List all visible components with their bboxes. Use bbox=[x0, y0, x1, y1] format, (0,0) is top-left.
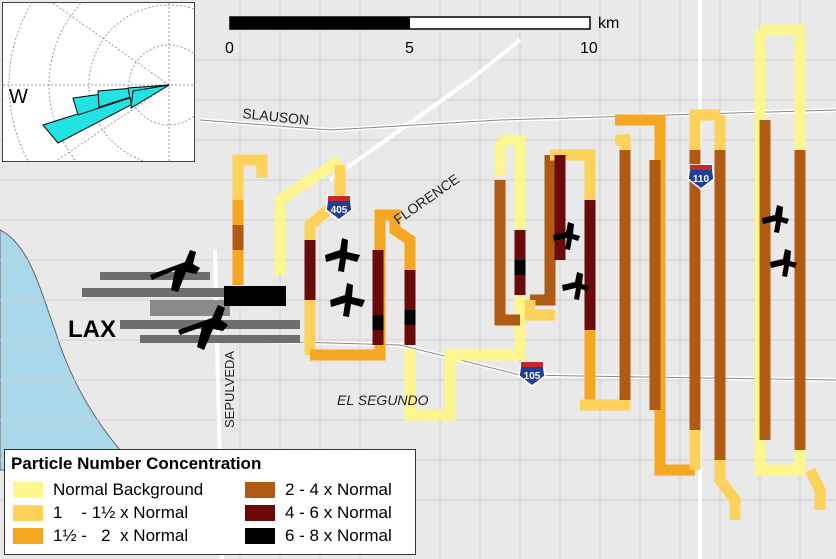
direction-west-label: W bbox=[9, 86, 28, 108]
airplane-icon bbox=[325, 238, 360, 272]
legend-item: Normal Background bbox=[13, 480, 203, 500]
legend-swatch bbox=[13, 482, 43, 498]
airplane-icon bbox=[330, 283, 365, 317]
shield-110-text: 110 bbox=[693, 174, 710, 185]
scale-unit: km bbox=[598, 15, 620, 32]
scale-tick-10: 10 bbox=[580, 40, 598, 57]
legend-item: 1 - 1½ x Normal bbox=[13, 503, 188, 523]
legend-swatch bbox=[245, 482, 275, 498]
shield-105-text: 105 bbox=[524, 371, 541, 382]
scale-bar bbox=[229, 16, 591, 30]
legend-item: 6 - 8 x Normal bbox=[245, 526, 392, 546]
wind-rose bbox=[3, 3, 194, 161]
label-slauson: SLAUSON bbox=[242, 105, 310, 128]
legend-item: 1½ - 2 x Normal bbox=[13, 526, 188, 546]
legend-swatch bbox=[245, 505, 275, 521]
airplane-icon bbox=[150, 250, 200, 292]
label-sepulveda: SEPULVEDA bbox=[222, 351, 237, 428]
highway-shield-110: 110 bbox=[687, 164, 715, 190]
scale-tick-5: 5 bbox=[405, 40, 414, 57]
legend-item: 4 - 6 x Normal bbox=[245, 503, 392, 523]
label-lax: LAX bbox=[68, 316, 116, 343]
legend-label: 1½ - 2 x Normal bbox=[53, 526, 189, 545]
airplane-icon bbox=[770, 249, 797, 277]
label-el-segundo: EL SEGUNDO bbox=[337, 392, 429, 408]
label-florence: FLORENCE bbox=[391, 171, 463, 228]
legend-label: 6 - 8 x Normal bbox=[285, 526, 392, 545]
ocean bbox=[0, 229, 131, 471]
legend-swatch bbox=[245, 528, 275, 544]
airplane-icon bbox=[762, 205, 789, 233]
legend-label: Normal Background bbox=[53, 480, 204, 499]
airplane-icons bbox=[150, 205, 797, 350]
highway-shield-405: 405 bbox=[325, 195, 353, 221]
airport-hotspot bbox=[224, 286, 286, 306]
legend-item: 2 - 4 x Normal bbox=[245, 480, 392, 500]
legend-title: Particle Number Concentration bbox=[11, 454, 262, 473]
airplane-icon bbox=[553, 222, 580, 250]
legend-label: 4 - 6 x Normal bbox=[285, 503, 392, 522]
airplane-icon bbox=[562, 272, 589, 300]
legend-swatch bbox=[13, 505, 43, 521]
legend-label: 1 - 1½ x Normal bbox=[53, 503, 189, 522]
route-traces bbox=[232, 24, 826, 520]
legend-label: 2 - 4 x Normal bbox=[285, 480, 392, 499]
wind-petal bbox=[130, 84, 170, 109]
legend-swatch bbox=[13, 528, 43, 544]
scale-tick-0: 0 bbox=[225, 40, 234, 57]
wind-rose-inset: W bbox=[2, 2, 195, 162]
airplane-icon bbox=[178, 305, 228, 350]
legend: Particle Number Concentration Normal Bac… bbox=[4, 449, 416, 555]
shield-405-text: 405 bbox=[331, 205, 348, 216]
highway-shield-105: 105 bbox=[518, 361, 546, 387]
